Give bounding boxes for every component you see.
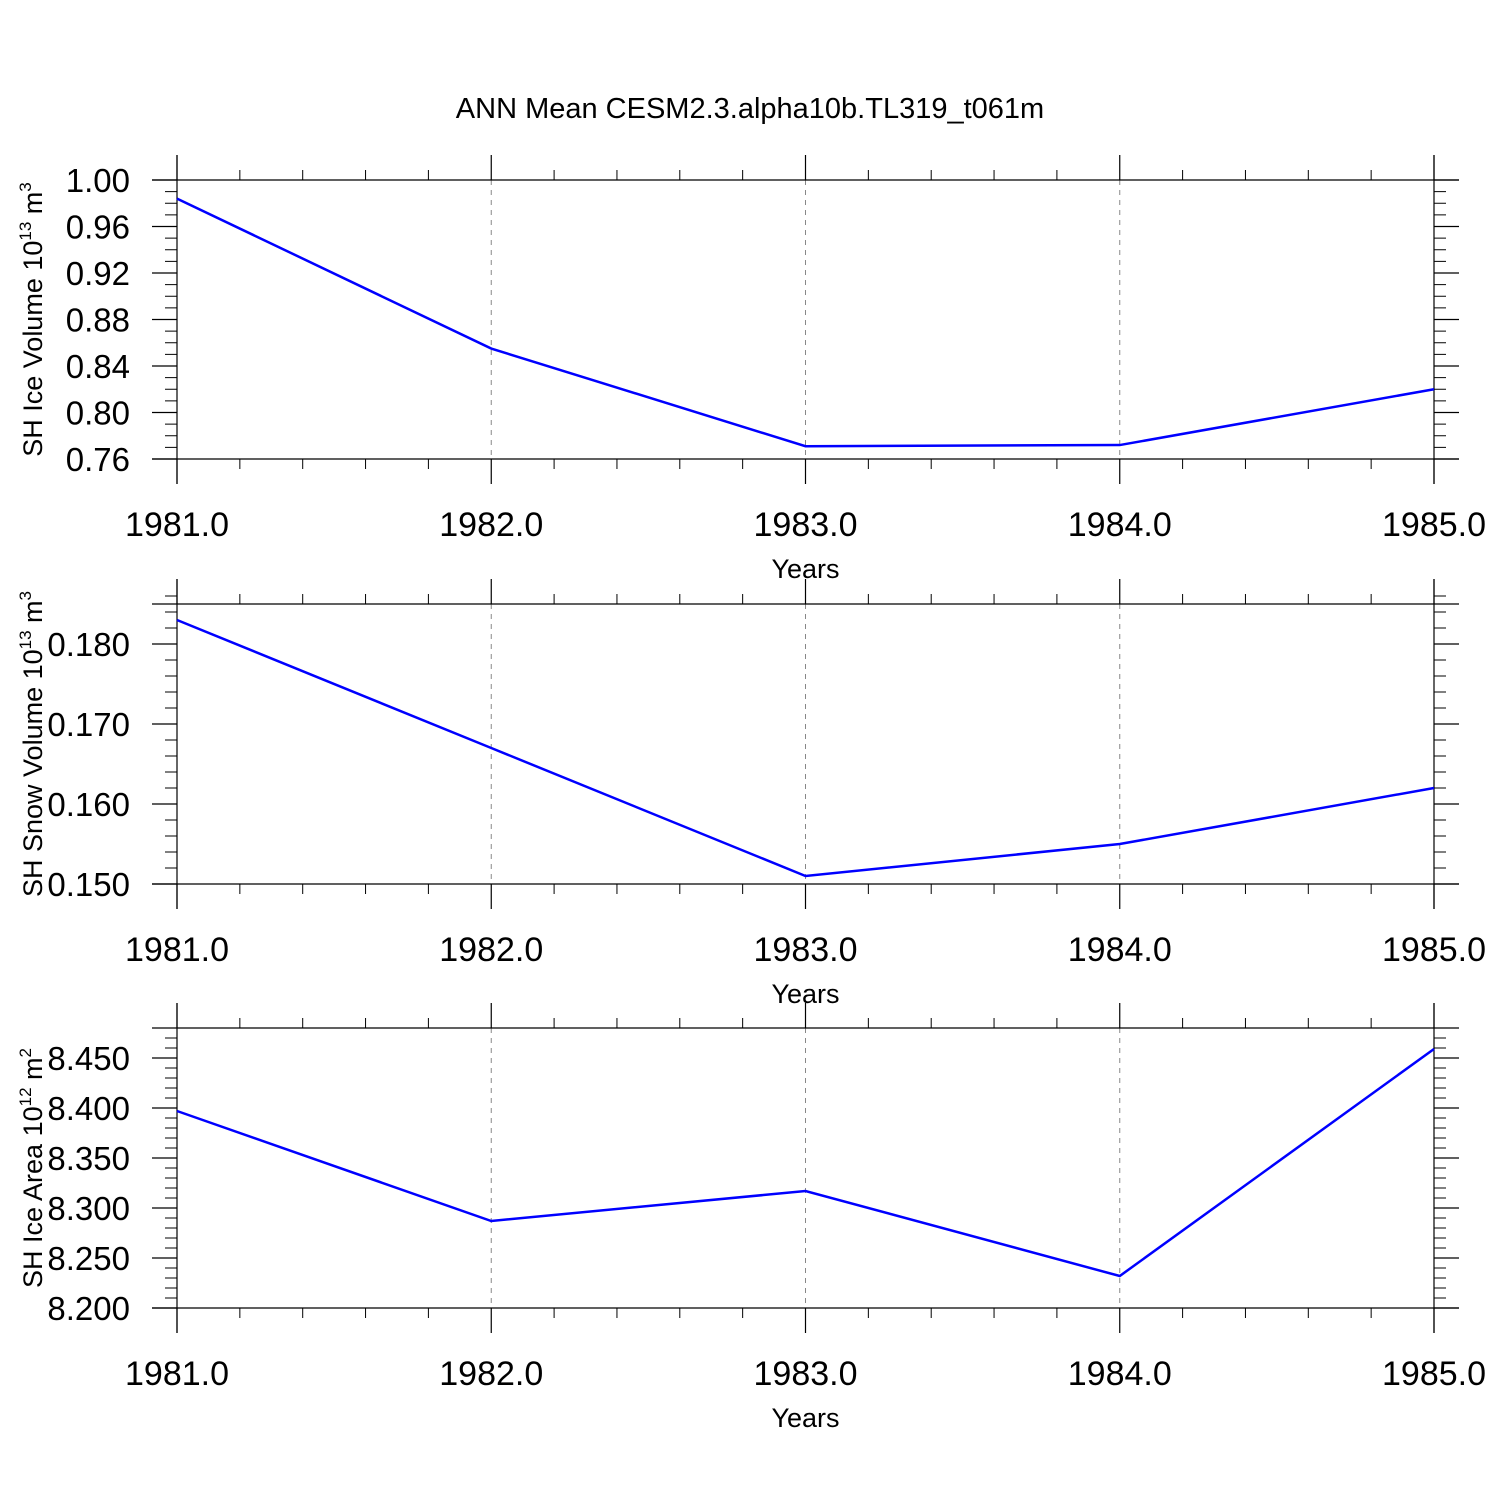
y-axis-label-exponent: 13 xyxy=(16,222,35,241)
x-tick-label: 1983.0 xyxy=(754,506,858,544)
y-axis-label-unit: m xyxy=(18,192,48,222)
x-tick-label: 1984.0 xyxy=(1068,931,1172,969)
y-axis-label-text: SH Ice Area 10 xyxy=(18,1106,48,1288)
chart-title: ANN Mean CESM2.3.alpha10b.TL319_t061m xyxy=(456,93,1044,125)
x-tick-label: 1985.0 xyxy=(1382,931,1486,969)
y-axis-label-unit-exponent: 2 xyxy=(16,1048,35,1057)
y-axis-label: SH Snow Volume 1013 m3 xyxy=(16,591,48,897)
y-axis-label-text: SH Snow Volume 10 xyxy=(18,649,48,897)
x-tick-label: 1985.0 xyxy=(1382,506,1486,544)
y-axis-label-unit-exponent: 3 xyxy=(16,591,35,600)
y-tick-label: 8.350 xyxy=(47,1140,130,1177)
y-axis-label-exponent: 12 xyxy=(16,1087,35,1106)
x-tick-label: 1982.0 xyxy=(439,931,543,969)
y-tick-label: 8.450 xyxy=(47,1040,130,1077)
x-tick-label: 1985.0 xyxy=(1382,1355,1486,1393)
x-tick-label: 1982.0 xyxy=(439,506,543,544)
y-axis-label-unit-exponent: 3 xyxy=(16,182,35,191)
y-tick-label: 0.150 xyxy=(47,866,130,903)
x-tick-label: 1983.0 xyxy=(754,931,858,969)
panel-snow-volume: 0.150 0.160 0.170 0.180 1981.0 1982.0 1983.0 19… xyxy=(16,579,1486,1009)
x-tick-label: 1981.0 xyxy=(125,506,229,544)
y-tick-label: 8.200 xyxy=(47,1290,130,1327)
y-tick-label: 8.400 xyxy=(47,1090,130,1127)
x-tick-label: 1984.0 xyxy=(1068,506,1172,544)
y-axis-label-exponent: 13 xyxy=(16,630,35,649)
x-axis-label: Years xyxy=(771,1403,839,1433)
y-tick-label: 8.250 xyxy=(47,1240,130,1277)
x-tick-label: 1982.0 xyxy=(439,1355,543,1393)
y-tick-label: 1.00 xyxy=(66,162,130,199)
panel-ice-volume: 0.76 0.80 0.84 0.88 0.92 0.96 1.00 1981.0 1982.0… xyxy=(16,155,1486,584)
y-tick-label: 0.88 xyxy=(66,302,130,339)
y-axis-label-unit: m xyxy=(18,1057,48,1087)
y-tick-label: 0.76 xyxy=(66,441,130,478)
y-tick-label: 0.160 xyxy=(47,786,130,823)
y-tick-label: 0.170 xyxy=(47,706,130,743)
y-tick-label: 8.300 xyxy=(47,1190,130,1227)
y-axis-label-unit: m xyxy=(18,600,48,630)
y-axis-label-text: SH Ice Volume 10 xyxy=(18,241,48,457)
y-tick-label: 0.84 xyxy=(66,348,130,385)
y-axis-label: SH Ice Volume 1013 m3 xyxy=(16,182,48,457)
x-tick-label: 1981.0 xyxy=(125,931,229,969)
x-tick-label: 1983.0 xyxy=(754,1355,858,1393)
y-tick-label: 0.96 xyxy=(66,209,130,246)
y-tick-label: 0.92 xyxy=(66,255,130,292)
y-tick-label: 0.80 xyxy=(66,395,130,432)
panel-ice-area: 8.200 8.250 8.300 8.350 8.400 8.450 1981.0 1982… xyxy=(16,1003,1486,1433)
y-axis-label: SH Ice Area 1012 m2 xyxy=(16,1048,48,1288)
x-tick-label: 1981.0 xyxy=(125,1355,229,1393)
y-tick-label: 0.180 xyxy=(47,626,130,663)
x-tick-label: 1984.0 xyxy=(1068,1355,1172,1393)
